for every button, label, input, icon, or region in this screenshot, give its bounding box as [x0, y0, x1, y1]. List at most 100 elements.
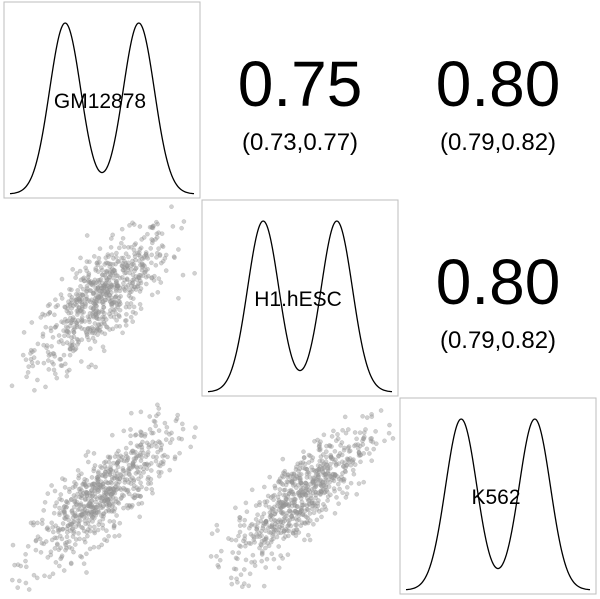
scatter-point: [97, 328, 103, 334]
scatter-point: [77, 297, 83, 303]
scatter-point: [93, 504, 99, 510]
scatter-point: [100, 511, 106, 517]
scatter-point: [131, 456, 137, 462]
scatter-point: [316, 467, 322, 473]
scatter-point: [82, 482, 88, 487]
scatter-point: [259, 550, 265, 556]
scatter-point: [317, 443, 322, 449]
scatter-point: [101, 304, 107, 310]
scatter-point: [90, 484, 96, 489]
scatter-point: [96, 509, 102, 515]
scatter-point: [64, 329, 70, 335]
scatter-point: [154, 231, 160, 237]
scatter-point: [55, 542, 60, 548]
scatter-point: [99, 295, 105, 301]
scatter-point: [128, 477, 133, 482]
scatter-point: [104, 495, 109, 501]
scatter-point: [82, 539, 88, 545]
scatter-point: [39, 521, 45, 526]
scatter-point: [111, 307, 117, 313]
scatter-point: [94, 260, 100, 266]
scatter-point: [113, 484, 119, 490]
scatter-point: [96, 316, 102, 322]
scatter-point: [58, 545, 63, 551]
scatter-point: [62, 333, 67, 339]
scatter-point: [84, 508, 90, 514]
scatter-point: [61, 504, 67, 510]
scatter-point: [90, 514, 95, 520]
scatter-point: [93, 303, 99, 308]
scatter-point: [102, 490, 107, 495]
scatter-point: [341, 463, 346, 469]
scatter-point: [106, 261, 112, 267]
scatter-point: [85, 503, 91, 509]
scatter-point: [104, 293, 110, 299]
scatter-point: [155, 221, 160, 227]
scatter-point: [294, 527, 300, 532]
scatter-point: [104, 496, 109, 502]
scatter-point: [99, 472, 105, 478]
scatter-point: [101, 498, 107, 504]
scatter-point: [233, 555, 239, 561]
scatter-point: [279, 503, 285, 509]
scatter-point: [101, 285, 107, 290]
scatter-point: [108, 281, 113, 287]
scatter-point: [45, 358, 51, 363]
scatter-point: [109, 270, 115, 275]
scatter-point: [252, 539, 257, 545]
scatter-point: [357, 443, 363, 449]
scatter-point: [303, 480, 308, 486]
scatter-point: [146, 445, 152, 450]
scatter-point: [229, 537, 234, 543]
scatter-point: [284, 513, 289, 519]
scatter-point: [93, 285, 99, 291]
scatter-point: [70, 515, 76, 521]
scatter-point: [132, 251, 137, 257]
scatter-point: [79, 310, 85, 316]
scatter-point: [64, 308, 70, 314]
scatter-point: [357, 430, 363, 436]
density-curve-h1-hesc: [207, 220, 393, 393]
scatter-point: [360, 413, 365, 419]
scatter-point: [93, 311, 99, 317]
scatter-point: [67, 346, 73, 352]
scatter-point: [299, 502, 305, 508]
scatter-point: [111, 509, 117, 514]
scatter-point: [279, 525, 285, 531]
scatter-point: [296, 492, 302, 497]
scatter-point: [317, 463, 323, 469]
scatter-point: [337, 451, 343, 456]
scatter-point: [146, 442, 152, 448]
scatter-point: [116, 302, 122, 308]
scatter-point: [78, 255, 83, 261]
scatter-point: [108, 261, 113, 267]
scatter-point: [100, 522, 106, 528]
scatter-point: [296, 517, 302, 522]
scatter-point: [285, 523, 291, 529]
scatter-point: [113, 496, 119, 502]
scatter-point: [89, 297, 95, 303]
scatter-point: [93, 510, 99, 516]
scatter-point: [46, 367, 52, 372]
scatter-point: [71, 512, 77, 518]
scatter-point: [151, 278, 157, 283]
scatter-point: [363, 427, 368, 432]
scatter-point: [140, 439, 145, 445]
scatter-point: [352, 430, 358, 435]
scatter-point: [297, 489, 303, 494]
scatter-point: [90, 330, 96, 336]
scatter-point: [50, 571, 56, 577]
scatter-point: [258, 518, 264, 524]
scatter-point: [45, 311, 51, 317]
scatter-point: [91, 279, 97, 285]
scatter-point: [119, 255, 124, 261]
scatter-point: [100, 283, 106, 289]
scatter-point: [79, 301, 85, 307]
scatter-point: [302, 537, 307, 543]
scatter-point: [107, 472, 112, 478]
scatter-point: [94, 300, 99, 305]
scatter-point: [305, 469, 311, 475]
scatter-point: [71, 334, 77, 340]
scatter-point: [106, 502, 112, 507]
scatter-point: [84, 293, 89, 299]
